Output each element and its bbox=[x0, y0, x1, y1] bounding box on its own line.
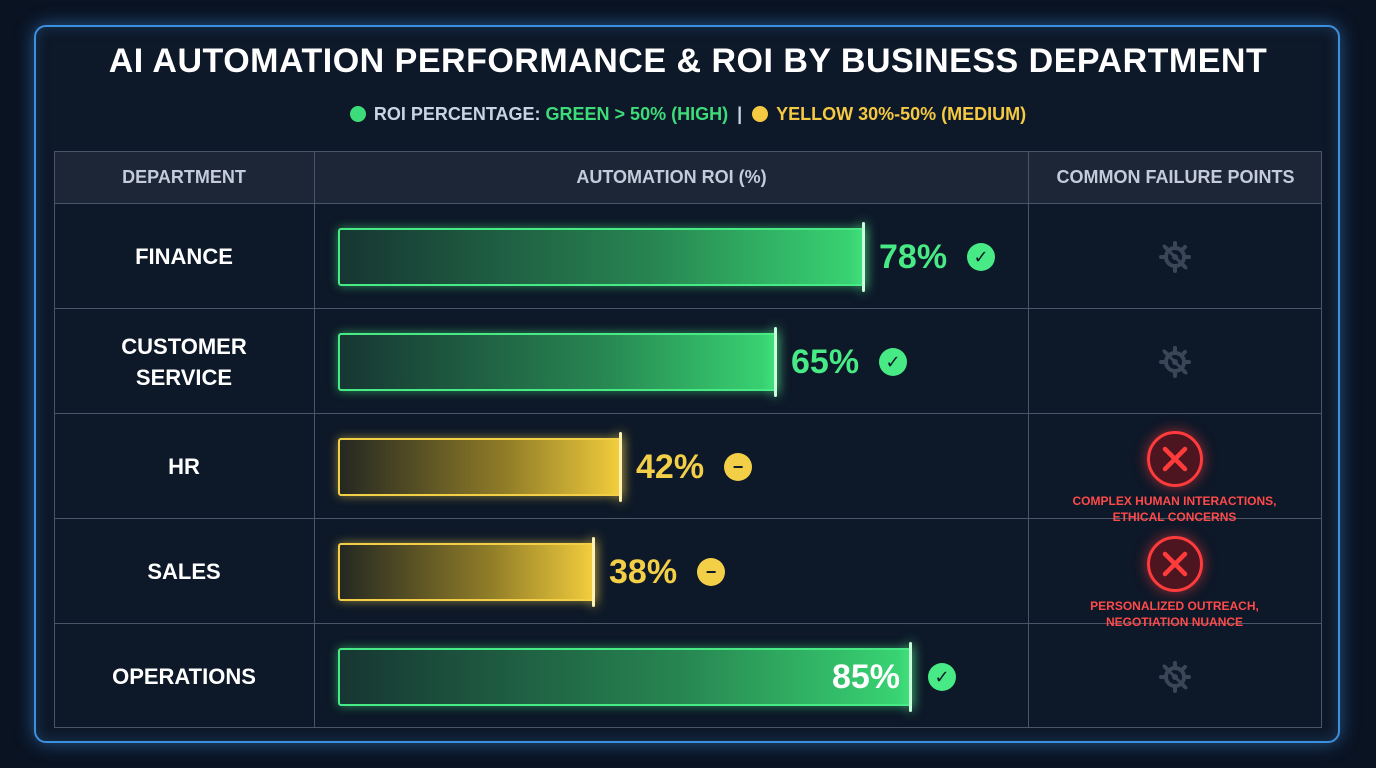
department-label-line: CUSTOMER bbox=[121, 333, 247, 359]
department-label-line: HR bbox=[168, 454, 200, 479]
department-label: HR bbox=[54, 451, 314, 482]
failure-x-icon bbox=[1147, 536, 1203, 592]
roi-value-label: 38% bbox=[609, 552, 678, 591]
check-icon: ✓ bbox=[879, 347, 907, 376]
row-divider bbox=[54, 203, 1322, 204]
roi-bar-edge bbox=[862, 221, 865, 292]
department-label: SALES bbox=[54, 556, 314, 587]
legend-yellow-label: YELLOW 30%-50% (MEDIUM) bbox=[776, 104, 1027, 124]
department-label: CUSTOMER SERVICE bbox=[54, 331, 314, 393]
roi-bar bbox=[338, 326, 777, 397]
legend-green-label: GREEN > 50% (HIGH) bbox=[545, 104, 729, 124]
legend-prefix: ROI PERCENTAGE: bbox=[373, 104, 541, 124]
legend-green-dot bbox=[349, 106, 366, 122]
header-failures: COMMON FAILURE POINTS bbox=[1056, 167, 1295, 187]
table-header bbox=[54, 151, 1322, 203]
roi-bar bbox=[338, 536, 595, 607]
roi-bar-edge bbox=[909, 641, 912, 712]
failure-text-line: PERSONALIZED OUTREACH, bbox=[1090, 599, 1259, 613]
minus-icon: − bbox=[697, 557, 725, 586]
check-icon: ✓ bbox=[928, 662, 956, 691]
failure-text: PERSONALIZED OUTREACH, NEGOTIATION NUANCE bbox=[1028, 598, 1321, 630]
row-divider bbox=[54, 308, 1322, 309]
legend-separator: | bbox=[737, 104, 743, 124]
column-divider bbox=[314, 151, 315, 728]
department-label-line: SALES bbox=[147, 559, 221, 584]
roi-value-label: 78% bbox=[879, 237, 948, 276]
roi-value-label: 85% bbox=[831, 657, 900, 696]
department-label: FINANCE bbox=[54, 241, 314, 272]
failure-text-line: ETHICAL CONCERNS bbox=[1112, 510, 1237, 524]
failure-text: COMPLEX HUMAN INTERACTIONS, ETHICAL CONCE… bbox=[1028, 493, 1321, 525]
failure-text-line: NEGOTIATION NUANCE bbox=[1105, 615, 1244, 629]
column-divider bbox=[1028, 151, 1029, 728]
chart-title: AI AUTOMATION PERFORMANCE & ROI BY BUSIN… bbox=[108, 42, 1268, 80]
header-roi: AUTOMATION ROI (%) bbox=[576, 167, 767, 187]
roi-value-label: 42% bbox=[636, 447, 705, 486]
disabled-gear-icon bbox=[1158, 240, 1192, 274]
table-grid bbox=[54, 151, 1322, 728]
disabled-gear-icon bbox=[1158, 345, 1192, 379]
roi-bar bbox=[338, 641, 912, 712]
header-department: DEPARTMENT bbox=[122, 167, 246, 187]
roi-bar-edge bbox=[592, 536, 595, 607]
row-divider bbox=[54, 623, 1322, 624]
row-divider bbox=[54, 518, 1322, 519]
roi-value-label: 65% bbox=[791, 342, 860, 381]
department-label-line: SERVICE bbox=[135, 364, 233, 390]
check-icon: ✓ bbox=[967, 242, 995, 271]
legend: ROI PERCENTAGE: GREEN > 50% (HIGH) | YELL… bbox=[0, 104, 1376, 125]
row-divider bbox=[54, 413, 1322, 414]
failure-text-line: COMPLEX HUMAN INTERACTIONS, bbox=[1072, 494, 1277, 508]
department-label-line: FINANCE bbox=[135, 244, 233, 269]
department-label-line: OPERATIONS bbox=[112, 664, 256, 689]
department-label: OPERATIONS bbox=[54, 661, 314, 692]
roi-bar bbox=[338, 431, 622, 502]
legend-yellow-dot bbox=[752, 106, 769, 122]
roi-bar bbox=[338, 221, 865, 292]
roi-bar-edge bbox=[619, 431, 622, 502]
disabled-gear-icon bbox=[1158, 660, 1192, 694]
roi-bar-edge bbox=[774, 326, 777, 397]
minus-icon: − bbox=[724, 452, 752, 481]
failure-x-icon bbox=[1147, 431, 1203, 487]
